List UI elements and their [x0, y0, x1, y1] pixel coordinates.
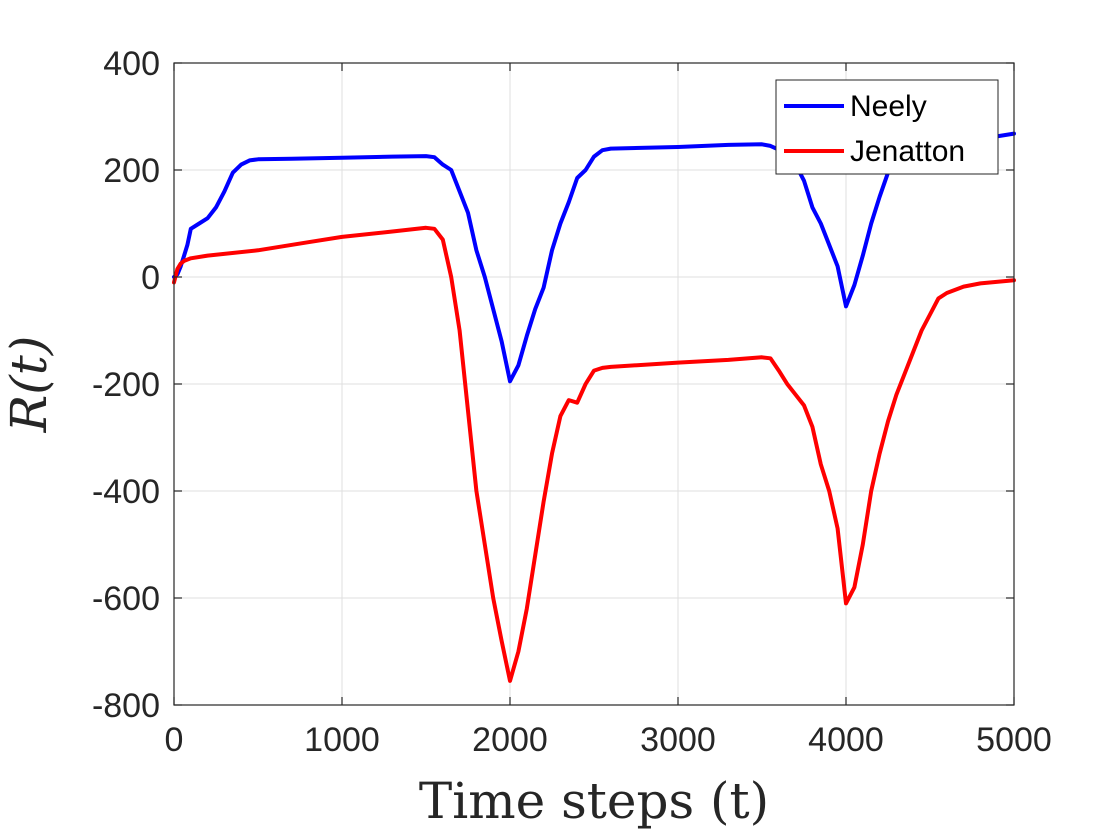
- y-tick-labels: 400 200 0 -200 -400 -600 -800: [92, 45, 160, 725]
- legend-label-jenatton: Jenatton: [850, 135, 965, 168]
- legend: Neely Jenatton: [775, 79, 999, 175]
- y-tick-label: -800: [92, 687, 160, 725]
- x-tick-label: 0: [165, 721, 184, 759]
- x-tick-label: 4000: [808, 721, 884, 759]
- x-tick-labels: 0 1000 2000 3000 4000 5000: [165, 721, 1052, 759]
- x-tick-label: 1000: [304, 721, 380, 759]
- y-tick-label: -200: [92, 366, 160, 404]
- series-lines: [172, 131, 1016, 683]
- series-line-jenatton: [172, 225, 1016, 683]
- axes: [173, 62, 1015, 706]
- y-tick-label: -400: [92, 473, 160, 511]
- y-tick-label: 0: [141, 259, 160, 297]
- x-tick-label: 2000: [472, 721, 548, 759]
- legend-label-neely: Neely: [850, 90, 927, 123]
- x-axis-label: Time steps (t): [419, 772, 769, 830]
- series-line-neely: [172, 131, 1016, 384]
- x-tick-label: 3000: [640, 721, 716, 759]
- x-tick-label: 5000: [976, 721, 1052, 759]
- y-tick-label: -600: [92, 580, 160, 618]
- legend-box: [775, 79, 999, 175]
- y-tick-label: 400: [103, 45, 160, 83]
- y-tick-label: 200: [103, 152, 160, 190]
- y-axis-label: R(t): [0, 336, 58, 434]
